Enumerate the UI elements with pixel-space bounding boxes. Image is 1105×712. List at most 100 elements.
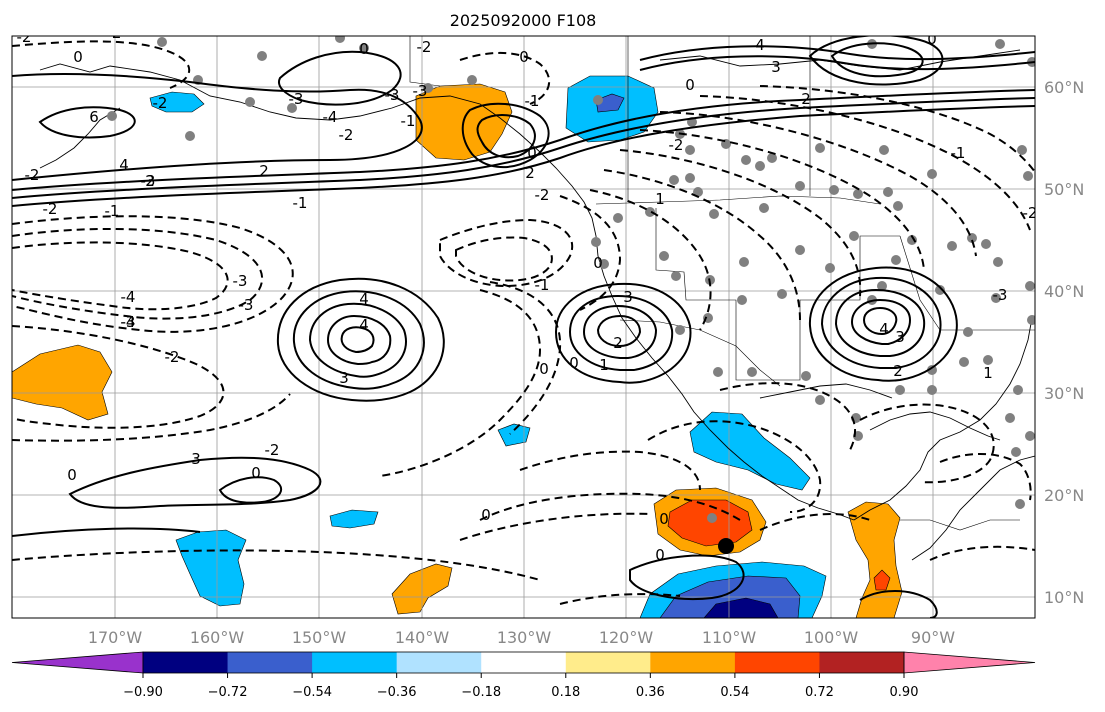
contour-label: 0 <box>359 40 369 58</box>
contour-label: -1 <box>105 202 120 220</box>
contour-label: 2 <box>145 172 155 190</box>
contour-label: -4 <box>121 288 136 306</box>
contour-label: -2 <box>339 126 354 144</box>
shade-sky-hawaii <box>175 529 247 607</box>
colorbar-tick-label: −0.72 <box>208 685 248 700</box>
colorbar-tick-label: 0.54 <box>720 685 749 700</box>
contour-label: 0 <box>927 30 937 48</box>
contour-label: -3 <box>289 90 304 108</box>
contour-label: -2 <box>265 441 280 459</box>
contour-label: -1 <box>535 276 550 294</box>
shade-red-pacific-mex <box>667 499 753 547</box>
colorbar-segment <box>396 652 482 673</box>
contour-label: -2 <box>535 186 550 204</box>
contour-label: 3 <box>771 58 781 76</box>
contour-label: -3 <box>993 286 1008 304</box>
contour-label: 4 <box>755 36 765 54</box>
lon-label: 170°W <box>88 628 143 647</box>
colorbar-tick-label: 0.36 <box>636 685 665 700</box>
contour-label: 2 <box>525 164 535 182</box>
lat-label: 30°N <box>1044 384 1084 403</box>
shade-orange-central-am <box>847 501 903 618</box>
contour-label: -2 <box>17 28 32 46</box>
lon-label: 110°W <box>702 628 757 647</box>
lon-label: 130°W <box>497 628 552 647</box>
contour-label: -3 <box>121 313 136 331</box>
lon-label: 140°W <box>395 628 450 647</box>
colorbar-segment <box>227 652 313 673</box>
shade-sky-small <box>329 509 379 529</box>
shade-royal-canada <box>595 93 625 113</box>
contour-label: 1 <box>599 356 609 374</box>
colorbar-tick-label: −0.54 <box>292 685 332 700</box>
contour-label: 2 <box>893 362 903 380</box>
contour-label: 3 <box>623 288 633 306</box>
contour-label: 3 <box>339 369 349 387</box>
colorbar-segment <box>312 652 398 673</box>
lat-label: 10°N <box>1044 588 1084 607</box>
latitude-axis: 60°N 50°N 40°N 30°N 20°N 10°N <box>1044 78 1084 607</box>
contour-label: -4 <box>121 313 136 331</box>
contour-label: 0 <box>539 360 549 378</box>
map-frame <box>11 35 1036 619</box>
colorbar-segment <box>143 652 229 673</box>
contour-label: -2 <box>165 348 180 366</box>
colorbar-segment <box>565 652 651 673</box>
contour-label: 4 <box>359 316 369 334</box>
contour-label: -1 <box>525 92 540 110</box>
contours-dashed <box>12 40 1035 605</box>
contour-label: 0 <box>73 48 83 66</box>
shaded-anomalies <box>12 75 903 618</box>
lat-label: 40°N <box>1044 282 1084 301</box>
storm-center-marker <box>718 538 734 554</box>
contour-label: -1 <box>951 144 966 162</box>
colorbar-tick-label: 0.18 <box>551 685 580 700</box>
contour-label: 0 <box>655 546 665 564</box>
colorbar-tick-label: −0.36 <box>377 685 417 700</box>
contour-label: -2 <box>25 166 40 184</box>
shade-red-central-am <box>873 569 891 591</box>
contour-label: -4 <box>323 108 338 126</box>
contour-label: 0 <box>527 144 537 162</box>
contour-label: -3 <box>141 172 156 190</box>
contour-label: 1 <box>983 364 993 382</box>
contour-label: 2 <box>259 162 269 180</box>
contour-label: -3 <box>233 272 248 290</box>
lat-label: 50°N <box>1044 180 1084 199</box>
shade-navy-tropics <box>703 597 779 618</box>
lon-label: 90°W <box>911 628 955 647</box>
contour-label: 4 <box>359 290 369 308</box>
shade-sky-mexico <box>689 411 811 491</box>
contour-label: -1 <box>401 112 416 130</box>
colorbar-segment <box>819 652 905 673</box>
contour-label: 2 <box>801 90 811 108</box>
station-markers <box>107 36 1035 523</box>
longitude-axis: 170°W 160°W 150°W 140°W 130°W 120°W 110°… <box>88 628 955 647</box>
contour-label: 0 <box>481 506 491 524</box>
contour-label: 0 <box>593 254 603 272</box>
colorbar-segment <box>734 652 820 673</box>
shade-sky-alaska <box>149 91 205 113</box>
contour-label: -2 <box>417 38 432 56</box>
contour-label: 0 <box>659 510 669 528</box>
lon-label: 160°W <box>190 628 245 647</box>
colorbar: −0.90 −0.72 −0.54 −0.36 −0.18 0.18 0.36 0.54 0.7… <box>11 651 1036 700</box>
colorbar-tick-label: 0.72 <box>805 685 834 700</box>
contour-label: 0 <box>67 466 77 484</box>
contour-label: 0 <box>519 48 529 66</box>
colorbar-frame <box>142 651 905 674</box>
contour-label: 3 <box>191 450 201 468</box>
contour-label: 4 <box>879 320 889 338</box>
shade-orange-west <box>12 344 113 421</box>
colorbar-tick-label: −0.90 <box>123 685 163 700</box>
lat-label: 20°N <box>1044 486 1084 505</box>
colorbar-extend-low <box>11 651 144 674</box>
contour-label: 0 <box>251 464 261 482</box>
contour-label: 6 <box>89 108 99 126</box>
contour-label: 2 <box>613 334 623 352</box>
colorbar-extend-high <box>903 651 1036 674</box>
contour-label: -2 <box>107 24 122 42</box>
